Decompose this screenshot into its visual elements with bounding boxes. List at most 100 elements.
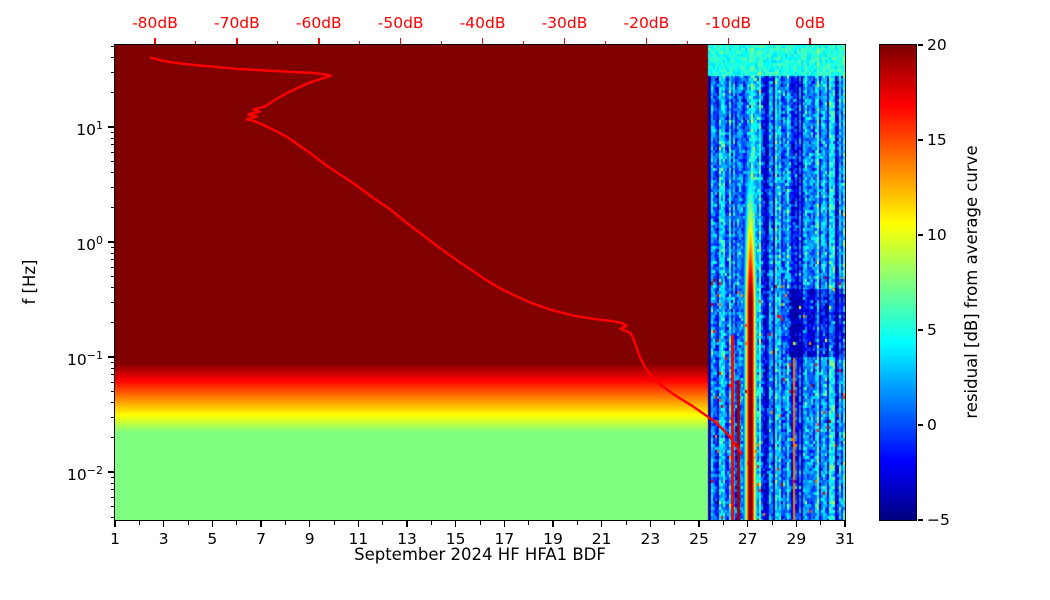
y-minor-tick bbox=[110, 497, 114, 498]
colorbar-tick-label: 20 bbox=[927, 36, 947, 54]
x-tick bbox=[844, 521, 846, 527]
y-minor-tick bbox=[110, 482, 114, 484]
x-tick bbox=[698, 521, 700, 527]
y-minor-tick bbox=[110, 246, 114, 248]
x-tick bbox=[260, 521, 262, 527]
colorbar-tick bbox=[918, 329, 923, 331]
top-tick bbox=[563, 38, 566, 44]
x-minor-tick bbox=[284, 521, 286, 525]
y-minor-tick bbox=[110, 131, 114, 133]
x-minor-tick bbox=[333, 521, 335, 525]
x-tick-label: 7 bbox=[256, 530, 266, 548]
y-minor-tick bbox=[110, 46, 114, 48]
y-minor-tick bbox=[110, 416, 114, 418]
top-tick-label: -30dB bbox=[541, 14, 588, 32]
average-curve-overlay bbox=[149, 56, 743, 455]
colorbar-gradient bbox=[880, 45, 916, 520]
top-tick-label: -50dB bbox=[377, 14, 424, 32]
top-tick-label: -80dB bbox=[132, 14, 178, 32]
x-axis-label: September 2024 HF HFA1 BDF bbox=[354, 545, 606, 564]
y-minor-tick bbox=[110, 321, 114, 323]
top-tick bbox=[236, 38, 238, 44]
x-tick-label: 27 bbox=[737, 530, 758, 548]
x-tick-label: 29 bbox=[786, 530, 807, 548]
y-minor-tick bbox=[110, 489, 114, 491]
top-tick bbox=[809, 38, 811, 44]
x-minor-tick bbox=[430, 521, 432, 525]
colorbar-tick-label: 5 bbox=[927, 321, 937, 339]
x-tick bbox=[114, 521, 116, 527]
y-minor-tick bbox=[110, 57, 114, 59]
colorbar-tick-label: −5 bbox=[927, 511, 950, 529]
x-tick-label: 1 bbox=[110, 530, 120, 548]
x-tick bbox=[357, 521, 360, 527]
y-tick bbox=[108, 126, 114, 128]
x-tick bbox=[406, 521, 408, 527]
top-minor-tick bbox=[359, 40, 361, 44]
x-tick bbox=[795, 521, 798, 527]
y-minor-tick bbox=[110, 367, 114, 369]
y-minor-tick bbox=[110, 476, 114, 478]
top-tick-label: -60dB bbox=[295, 14, 342, 32]
top-tick bbox=[318, 38, 320, 44]
y-minor-tick bbox=[110, 144, 114, 146]
y-tick bbox=[108, 241, 114, 243]
y-minor-tick bbox=[110, 301, 114, 303]
x-minor-tick bbox=[187, 521, 189, 525]
average-curve-line bbox=[149, 56, 743, 455]
top-minor-tick bbox=[441, 40, 443, 44]
y-minor-tick bbox=[110, 161, 114, 163]
x-minor-tick bbox=[382, 521, 384, 525]
top-minor-tick bbox=[523, 40, 525, 44]
x-minor-tick bbox=[820, 521, 822, 525]
top-tick-label: 0dB bbox=[795, 14, 826, 32]
x-minor-tick bbox=[479, 521, 481, 525]
y-tick-label: 101 bbox=[76, 119, 103, 140]
colorbar-tick bbox=[918, 424, 923, 426]
y-minor-tick bbox=[110, 259, 114, 261]
y-minor-tick bbox=[110, 137, 114, 139]
y-minor-tick bbox=[110, 361, 114, 363]
x-tick-label: 5 bbox=[207, 530, 218, 548]
x-tick bbox=[552, 521, 554, 527]
x-tick-label: 31 bbox=[835, 530, 855, 548]
y-minor-tick bbox=[110, 382, 114, 383]
y-tick-label: 10−2 bbox=[67, 464, 103, 485]
x-minor-tick bbox=[138, 521, 140, 525]
y-minor-tick bbox=[110, 391, 114, 393]
x-tick bbox=[162, 521, 165, 527]
x-minor-tick bbox=[674, 521, 676, 525]
colorbar-tick-label: 10 bbox=[927, 226, 947, 244]
y-tick-label: 100 bbox=[76, 234, 103, 255]
y-minor-tick bbox=[110, 71, 114, 73]
top-tick-label: -20dB bbox=[623, 14, 670, 32]
x-tick bbox=[600, 521, 603, 527]
colorbar-tick bbox=[918, 519, 923, 521]
x-minor-tick bbox=[722, 521, 724, 525]
x-tick-label: 21 bbox=[591, 530, 612, 548]
y-minor-tick bbox=[110, 517, 114, 519]
y-tick bbox=[108, 471, 114, 473]
x-minor-tick bbox=[771, 521, 773, 525]
heatmap-canvas bbox=[115, 45, 845, 520]
y-minor-tick bbox=[110, 267, 114, 268]
y-minor-tick bbox=[110, 436, 114, 438]
y-axis-label: f [Hz] bbox=[20, 259, 39, 305]
x-tick bbox=[649, 521, 652, 527]
x-tick-label: 25 bbox=[689, 530, 709, 548]
y-tick-label: 10−1 bbox=[67, 349, 103, 370]
y-minor-tick bbox=[110, 206, 114, 208]
colorbar-tick bbox=[918, 234, 923, 236]
x-tick-label: 3 bbox=[158, 530, 169, 548]
y-minor-tick bbox=[110, 172, 114, 174]
top-tick-label: -70dB bbox=[213, 14, 260, 32]
colorbar-tick bbox=[918, 44, 923, 46]
top-tick bbox=[154, 38, 156, 44]
y-minor-tick bbox=[110, 506, 114, 508]
y-minor-tick bbox=[110, 186, 114, 188]
x-tick-label: 19 bbox=[543, 530, 563, 548]
top-tick bbox=[727, 38, 730, 44]
top-tick-label: -10dB bbox=[705, 14, 752, 32]
top-minor-tick bbox=[277, 40, 279, 44]
